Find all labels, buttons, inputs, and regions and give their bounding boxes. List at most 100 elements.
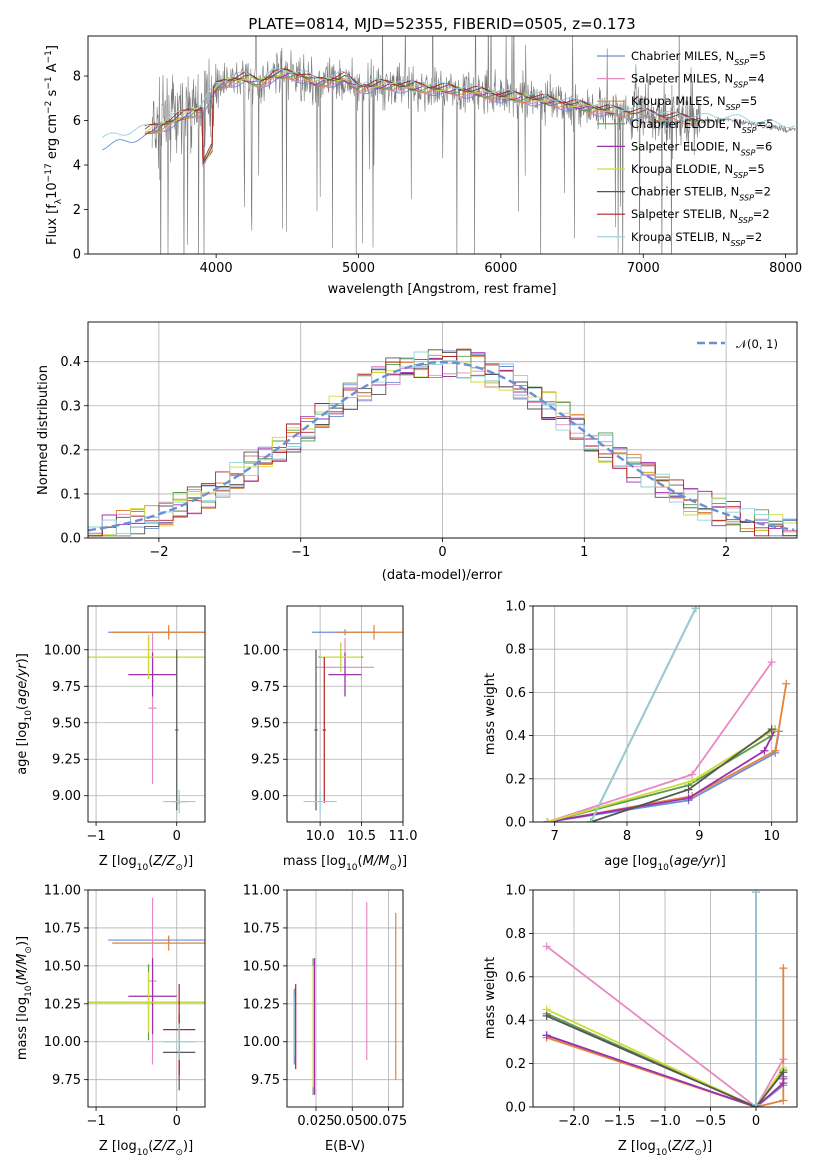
x-tick-label: 0 bbox=[752, 1114, 760, 1129]
x-axis-label: (data-model)/error bbox=[382, 568, 503, 583]
x-tick-label: −1.5 bbox=[604, 1114, 636, 1129]
data-spectrum bbox=[151, 36, 796, 254]
legend-label-ks: Kroupa STELIB, NSSP=2 bbox=[631, 230, 762, 248]
y-tick-label: 8 bbox=[73, 70, 81, 85]
errorbar-ss bbox=[322, 657, 326, 804]
y-tick-label: 10.00 bbox=[44, 643, 81, 658]
weight-line-sm bbox=[546, 945, 785, 1107]
x-tick-label: 2 bbox=[722, 545, 730, 560]
weight-marker-ks bbox=[586, 818, 595, 822]
y-tick-label: 1.0 bbox=[505, 884, 526, 899]
x-tick-label: 8 bbox=[623, 829, 631, 844]
panel-weight_vs_Z: −2.0 −1.5 −1.0 −0.5 0 0.0 0.2 0.4 0.6 0.8 1.0 Z [lo… bbox=[483, 884, 798, 1158]
errorbar-se bbox=[128, 958, 177, 1035]
y-axis-label: Normed distribution bbox=[36, 365, 51, 495]
y-tick-label: 9.25 bbox=[52, 753, 81, 768]
weight-line-ke bbox=[547, 728, 776, 822]
y-tick-label: 9.00 bbox=[52, 789, 81, 804]
weight-marker-ks bbox=[691, 606, 700, 613]
x-tick-label: 0.025 bbox=[297, 1114, 334, 1129]
x-axis-label: wavelength [Angstrom, rest frame] bbox=[328, 282, 557, 297]
y-tick-label: 9.50 bbox=[251, 716, 280, 731]
panel-residuals: −2 −1 0 1 2 0.0 0.1 0.2 0.3 0.4 (data-model)/error… bbox=[36, 321, 798, 583]
weight-marker-cs bbox=[684, 785, 693, 794]
weight-marker-ks bbox=[752, 890, 761, 897]
errorbar-cs bbox=[314, 649, 318, 811]
y-axis-label: mass weight bbox=[483, 957, 498, 1039]
x-axis-label: age [log10(age/yr)] bbox=[604, 854, 726, 873]
axes-frame bbox=[532, 889, 798, 1108]
weight-marker-km bbox=[771, 746, 780, 755]
plot-area bbox=[543, 606, 791, 822]
plot-area bbox=[293, 902, 397, 1095]
x-axis-label: Z [log10(Z/Z⊙)] bbox=[618, 1139, 712, 1158]
plot-area bbox=[88, 624, 205, 814]
weight-marker-km bbox=[779, 964, 788, 973]
x-tick-label: −2 bbox=[149, 545, 168, 560]
y-tick-label: 0.4 bbox=[505, 1014, 526, 1029]
weight-marker-cs bbox=[767, 725, 776, 734]
x-tick-label: 8000 bbox=[769, 261, 802, 276]
axes-frame bbox=[87, 35, 798, 255]
y-tick-label: 9.00 bbox=[251, 789, 280, 804]
x-tick-label: 11.0 bbox=[389, 829, 418, 844]
y-tick-label: 11.00 bbox=[243, 884, 280, 899]
legend-label-sm: Salpeter MILES, NSSP=4 bbox=[631, 72, 765, 90]
x-tick-label: −1 bbox=[86, 829, 105, 844]
y-tick-label: 10.00 bbox=[243, 643, 280, 658]
x-tick-label: 0.050 bbox=[334, 1114, 371, 1129]
x-tick-label: −1 bbox=[291, 545, 310, 560]
panel-mass_vs_Z: −1 0 9.75 10.00 10.25 10.50 10.75 11.00 Z [log10… bbox=[15, 884, 206, 1158]
x-tick-label: 1 bbox=[580, 545, 588, 560]
y-tick-label: 11.00 bbox=[44, 884, 81, 899]
x-tick-label: −0.5 bbox=[695, 1114, 727, 1129]
x-tick-label: 0 bbox=[438, 545, 446, 560]
weight-marker-km bbox=[782, 679, 791, 688]
errorbar-ks bbox=[163, 1023, 196, 1060]
x-tick-label: 10.0 bbox=[306, 829, 335, 844]
y-tick-label: 1.0 bbox=[505, 600, 526, 615]
y-axis-label: Flux [fλ10−17 erg cm−2 s−1 A−1] bbox=[44, 45, 64, 245]
weight-marker-ks bbox=[752, 1100, 761, 1107]
weight-marker-se bbox=[684, 794, 693, 803]
weight-marker-sm bbox=[767, 658, 776, 667]
legend-label-cm: Chabrier MILES, NSSP=5 bbox=[631, 49, 766, 67]
y-tick-label: 6 bbox=[73, 114, 81, 129]
errorbar-ke bbox=[88, 635, 205, 679]
errorbar-km bbox=[336, 624, 403, 640]
y-tick-label: 0.2 bbox=[60, 443, 81, 458]
x-tick-label: 7 bbox=[551, 829, 559, 844]
weight-marker-cs bbox=[779, 1068, 788, 1077]
y-tick-label: 0.8 bbox=[505, 643, 526, 658]
y-tick-label: 0.4 bbox=[505, 729, 526, 744]
weight-line-cm bbox=[547, 731, 780, 822]
weight-marker-km bbox=[779, 1096, 788, 1105]
axes-frame bbox=[286, 889, 404, 1108]
legend-label-cs: Chabrier STELIB, NSSP=2 bbox=[631, 185, 771, 203]
weight-marker-sm bbox=[542, 942, 551, 951]
y-tick-label: 0.1 bbox=[60, 487, 81, 502]
y-tick-label: 9.50 bbox=[52, 716, 81, 731]
y-tick-label: 0.6 bbox=[505, 686, 526, 701]
y-tick-label: 10.50 bbox=[243, 959, 280, 974]
x-axis-label: Z [log10(Z/Z⊙)] bbox=[99, 1139, 193, 1158]
y-tick-label: 9.75 bbox=[251, 1073, 280, 1088]
weight-marker-se bbox=[542, 1031, 551, 1040]
weight-marker-cs bbox=[542, 1011, 551, 1020]
legend-label-se: Salpeter ELODIE, NSSP=6 bbox=[631, 139, 772, 157]
weight-line-ke bbox=[546, 1008, 785, 1107]
plot-area bbox=[88, 348, 797, 537]
legend: Chabrier MILES, NSSP=5 Salpeter MILES, NS… bbox=[597, 49, 773, 247]
errorbar-cs bbox=[175, 649, 179, 811]
y-tick-label: 4 bbox=[73, 159, 81, 174]
x-tick-label: 10 bbox=[763, 829, 780, 844]
x-axis-label: E(B-V) bbox=[325, 1139, 365, 1154]
x-tick-label: 0.075 bbox=[370, 1114, 407, 1129]
y-tick-label: 10.25 bbox=[44, 997, 81, 1012]
weight-line-cs bbox=[590, 728, 773, 822]
y-tick-label: 10.75 bbox=[44, 921, 81, 936]
y-tick-label: 0.8 bbox=[505, 927, 526, 942]
y-tick-label: 10.50 bbox=[44, 959, 81, 974]
normal-curve bbox=[88, 360, 795, 532]
